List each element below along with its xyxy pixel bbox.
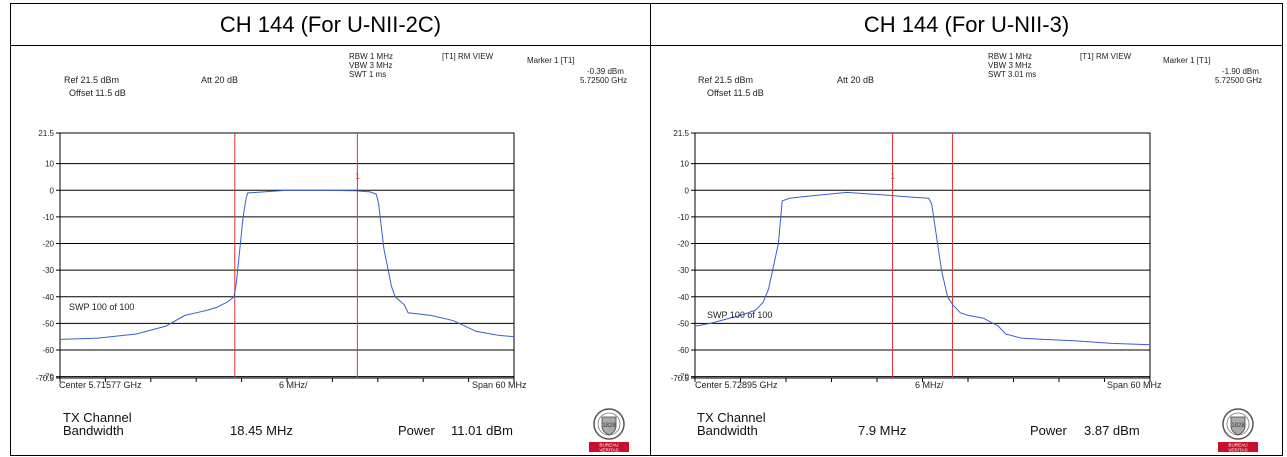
y-tick-label: 10 [45,160,54,169]
analyzer-screen-left: 21.5 10 0 -10 -20 -30 -40 -50 -60 -70 -70.5 1 RBW 1… [11,46,650,455]
offset-label: Offset 11.5 dB [69,88,126,98]
spectrum-trace [59,189,515,340]
plot-frame [59,132,515,379]
logo-year: 1828 [1231,423,1245,429]
marker-level: -0.39 dBm [587,67,624,76]
vbw-label: VBW 3 MHz [349,61,393,70]
span-label: Span 60 MHz [472,380,527,390]
marker-frequency: 5.72500 GHz [1215,76,1263,85]
spectrum-trace [694,191,1151,346]
panel-right: 21.5 10 0 -10 -20 -30 -40 -50 -60 -70 -70.5 1 RBW 1… [650,45,1283,456]
y-tick-label: -70.5 [36,374,55,383]
y-tick-label: 21.5 [673,129,689,138]
span-label: Span 60 MHz [1107,380,1162,390]
bandwidth-value: 7.9 MHz [858,423,907,438]
y-tick-label: 0 [50,186,55,195]
analyzer-screen-right: 21.5 10 0 -10 -20 -30 -40 -50 -60 -70 -70.5 1 RBW 1… [651,46,1282,455]
y-tick-label: -50 [677,319,689,328]
y-tick-label: -40 [677,293,689,302]
marker-tag: 1 [355,172,360,181]
logo-line-1: BUREAU [599,442,618,447]
logo-line-2: VERITAS [1228,447,1247,452]
panel-heading-right: CH 144 (For U-NII-3) [650,3,1283,46]
marker-label: Marker 1 [T1] [1163,56,1211,65]
swt-label: SWT 1 ms [349,70,387,79]
sweep-count-label: SWP 100 of 100 [69,302,135,312]
power-label: Power [398,423,435,438]
sweep-count-label: SWP 100 of 100 [707,310,773,320]
panel-heading-left: CH 144 (For U-NII-2C) [10,3,651,46]
ref-level-label: Ref 21.5 dBm [64,75,120,85]
tx-channel-label: TX Channel [697,410,766,425]
y-tick-label: -20 [677,240,689,249]
bureau-veritas-logo: 1828 BUREAU VERITAS [1218,408,1258,452]
y-tick-label: -70 [42,373,54,382]
y-tick-label: -60 [677,346,689,355]
panel-left: 21.5 10 0 -10 -20 -30 -40 -50 -60 -70 -70.5 1 RBW 1… [10,45,651,456]
center-frequency-label: Center 5.72895 GHz [695,380,778,390]
trace-mode-label: [T1] RM VIEW [442,52,494,61]
y-tick-label: -60 [42,346,54,355]
marker-level: -1.90 dBm [1222,67,1259,76]
power-label: Power [1030,423,1067,438]
attenuation-label: Att 20 dB [201,75,239,85]
logo-year: 1828 [602,423,616,429]
division-label: 6 MHz/ [279,380,308,390]
report-table: CH 144 (For U-NII-2C) CH 144 (For U-NII-… [10,3,1283,456]
y-tick-label: -70.5 [671,374,690,383]
y-tick-label: -50 [42,319,54,328]
logo-line-1: BUREAU [1228,442,1247,447]
attenuation-label: Att 20 dB [837,75,875,85]
spectrum-plot-right: 21.5 10 0 -10 -20 -30 -40 -50 -60 -70-70.5 1 [671,129,1151,383]
rbw-label: RBW 1 MHz [988,52,1032,61]
vbw-label: VBW 3 MHz [988,61,1032,70]
marker-label: Marker 1 [T1] [527,56,575,65]
bandwidth-label: Bandwidth [697,423,758,438]
y-tick-label: -70 [677,373,689,382]
offset-label: Offset 11.5 dB [707,88,764,98]
trace-mode-label: [T1] RM VIEW [1080,52,1132,61]
y-tick-label: -30 [677,266,689,275]
y-tick-label: -20 [42,240,54,249]
bandwidth-label: Bandwidth [63,423,124,438]
y-tick-label: 0 [685,186,690,195]
swt-label: SWT 3.01 ms [988,70,1037,79]
y-tick-label: 10 [680,160,689,169]
rbw-label: RBW 1 MHz [349,52,393,61]
tx-channel-label: TX Channel [63,410,132,425]
power-value: 11.01 dBm [451,423,513,438]
logo-line-2: VERITAS [599,447,618,452]
division-label: 6 MHz/ [915,380,944,390]
power-value: 3.87 dBm [1084,423,1140,438]
y-tick-label: -10 [42,213,54,222]
center-frequency-label: Center 5.71577 GHz [59,380,142,390]
y-tick-label: -40 [42,293,54,302]
y-tick-label: 21.5 [38,129,54,138]
marker-tag: 1 [891,172,896,181]
marker-frequency: 5.72500 GHz [580,76,628,85]
bandwidth-value: 18.45 MHz [230,423,293,438]
y-tick-label: -30 [42,266,54,275]
ref-level-label: Ref 21.5 dBm [698,75,754,85]
y-tick-label: -10 [677,213,689,222]
bureau-veritas-logo: 1828 BUREAU VERITAS [589,408,629,452]
spectrum-plot-left: 21.5 10 0 -10 -20 -30 -40 -50 -60 -70-70.5 1 [36,129,515,383]
